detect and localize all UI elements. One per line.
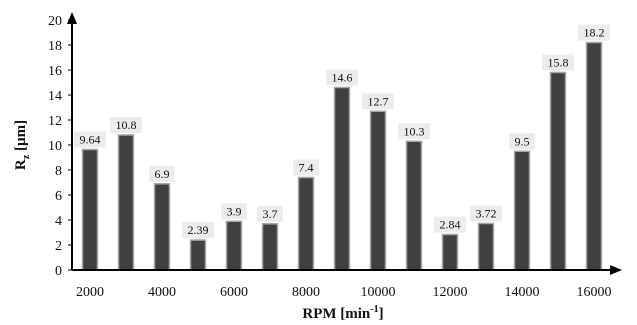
data-label-background <box>182 222 214 239</box>
bar <box>225 220 243 271</box>
data-label-background <box>578 24 610 41</box>
x-ticks-group: 2000 4000 6000 8000 10000 12000 14000 16000 <box>76 285 612 300</box>
data-label-background <box>74 131 106 148</box>
data-label: 9.64 <box>80 133 101 147</box>
bar <box>549 71 567 271</box>
bar <box>405 140 423 271</box>
y-tick-label: 18 <box>48 39 62 54</box>
data-label: 2.39 <box>188 223 209 237</box>
data-labels-group: 9.64 10.8 6.9 2.39 3.9 3.7 7.4 14.6 12.7 10.3 2.84… <box>74 24 610 239</box>
bar <box>81 148 99 271</box>
y-tick-label: 8 <box>55 164 62 179</box>
data-label: 3.7 <box>263 207 278 221</box>
y-axis-title: Rz [µm] <box>13 120 32 170</box>
data-label: 15.8 <box>548 56 569 70</box>
data-label-background <box>434 216 466 233</box>
data-label-background <box>326 69 358 86</box>
bar <box>261 223 279 271</box>
bar <box>477 222 495 271</box>
data-label: 14.6 <box>332 71 353 85</box>
data-label-background <box>362 93 394 110</box>
data-label: 10.3 <box>404 124 425 138</box>
data-label-background <box>542 54 574 71</box>
data-label: 10.8 <box>116 118 137 132</box>
x-tick-label: 10000 <box>361 285 396 300</box>
data-label-background <box>221 203 247 220</box>
y-axis-title-subscript: z <box>21 154 32 159</box>
y-tick-label: 2 <box>55 239 62 254</box>
data-label: 6.9 <box>155 167 170 181</box>
bar <box>369 110 387 271</box>
data-label: 18.2 <box>584 26 605 40</box>
x-tick-label: 12000 <box>433 285 468 300</box>
y-tick-label: 20 <box>48 14 62 29</box>
bar <box>333 86 351 271</box>
y-tick-label: 14 <box>48 89 62 104</box>
x-tick-label: 16000 <box>577 285 612 300</box>
data-label: 7.4 <box>299 161 314 175</box>
bar <box>117 134 135 271</box>
y-tick-label: 4 <box>55 214 62 229</box>
x-tick-label: 4000 <box>148 285 176 300</box>
y-tick-label: 16 <box>48 64 62 79</box>
x-tick-label: 2000 <box>76 285 104 300</box>
data-label-background <box>470 205 502 222</box>
data-label: 3.9 <box>227 204 242 218</box>
x-tick-label: 14000 <box>505 285 540 300</box>
data-label-background <box>398 123 430 140</box>
data-label: 12.7 <box>368 94 389 108</box>
data-label-background <box>149 165 175 182</box>
data-label-background <box>110 117 142 133</box>
x-axis-arrow <box>610 265 622 275</box>
y-ticks-group: 0 2 4 6 8 10 12 14 16 18 20 <box>48 14 72 279</box>
bar <box>153 183 171 271</box>
x-axis-title: RPM [min-1] <box>302 304 383 322</box>
bar <box>189 239 207 271</box>
data-label-background <box>509 133 535 150</box>
y-tick-label: 10 <box>48 139 62 154</box>
data-label: 9.5 <box>515 134 530 148</box>
data-label-background <box>293 159 319 176</box>
data-label: 3.72 <box>476 207 497 221</box>
y-tick-label: 12 <box>48 114 62 129</box>
data-label: 2.84 <box>440 218 461 232</box>
y-tick-label: 0 <box>55 264 62 279</box>
y-axis-arrow <box>67 12 77 24</box>
data-label-background <box>257 205 283 222</box>
x-tick-label: 8000 <box>292 285 320 300</box>
x-tick-label: 6000 <box>220 285 248 300</box>
bar <box>585 41 603 271</box>
bar <box>513 150 531 271</box>
bar <box>441 233 459 271</box>
bar <box>297 176 315 271</box>
y-tick-label: 6 <box>55 189 62 204</box>
x-axis-title-superscript: -1 <box>370 304 378 315</box>
